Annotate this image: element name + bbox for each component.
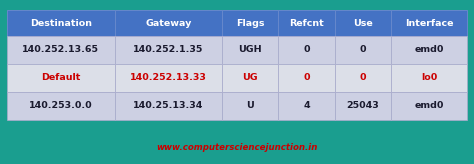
Text: www.computersciencejunction.in: www.computersciencejunction.in (156, 144, 318, 153)
Text: Use: Use (353, 19, 373, 28)
Text: 140.25.13.34: 140.25.13.34 (133, 102, 203, 111)
Bar (115, 64, 222, 92)
Text: UG: UG (243, 73, 258, 82)
Bar (115, 92, 222, 120)
Bar (335, 36, 391, 64)
Text: 0: 0 (303, 73, 310, 82)
Bar (335, 92, 391, 120)
Text: U: U (246, 102, 254, 111)
Text: 140.252.13.65: 140.252.13.65 (22, 45, 99, 54)
Bar (335, 64, 391, 92)
Bar (279, 10, 335, 36)
Bar (7, 64, 115, 92)
Bar (222, 64, 279, 92)
Text: UGH: UGH (238, 45, 262, 54)
Text: lo0: lo0 (421, 73, 437, 82)
Bar (279, 64, 335, 92)
Bar (279, 36, 335, 64)
Text: 140.252.13.33: 140.252.13.33 (130, 73, 207, 82)
Bar (7, 36, 115, 64)
Bar (391, 92, 467, 120)
Bar (7, 10, 115, 36)
Bar (115, 10, 222, 36)
Text: Interface: Interface (405, 19, 453, 28)
Text: Refcnt: Refcnt (289, 19, 324, 28)
Text: Default: Default (41, 73, 81, 82)
Text: 0: 0 (303, 45, 310, 54)
Bar (115, 36, 222, 64)
Bar (222, 10, 279, 36)
Bar (391, 64, 467, 92)
Text: 0: 0 (360, 73, 366, 82)
Bar (335, 10, 391, 36)
Text: emd0: emd0 (414, 45, 444, 54)
Text: 140.252.1.35: 140.252.1.35 (133, 45, 203, 54)
Bar (279, 92, 335, 120)
Bar (391, 10, 467, 36)
Bar (7, 92, 115, 120)
Text: Flags: Flags (236, 19, 264, 28)
Text: Destination: Destination (30, 19, 92, 28)
Text: 4: 4 (303, 102, 310, 111)
Text: 0: 0 (360, 45, 366, 54)
Bar (222, 36, 279, 64)
Bar (222, 92, 279, 120)
Bar (391, 36, 467, 64)
Text: emd0: emd0 (414, 102, 444, 111)
Text: 140.253.0.0: 140.253.0.0 (29, 102, 92, 111)
Text: 25043: 25043 (346, 102, 379, 111)
Text: Gateway: Gateway (145, 19, 191, 28)
